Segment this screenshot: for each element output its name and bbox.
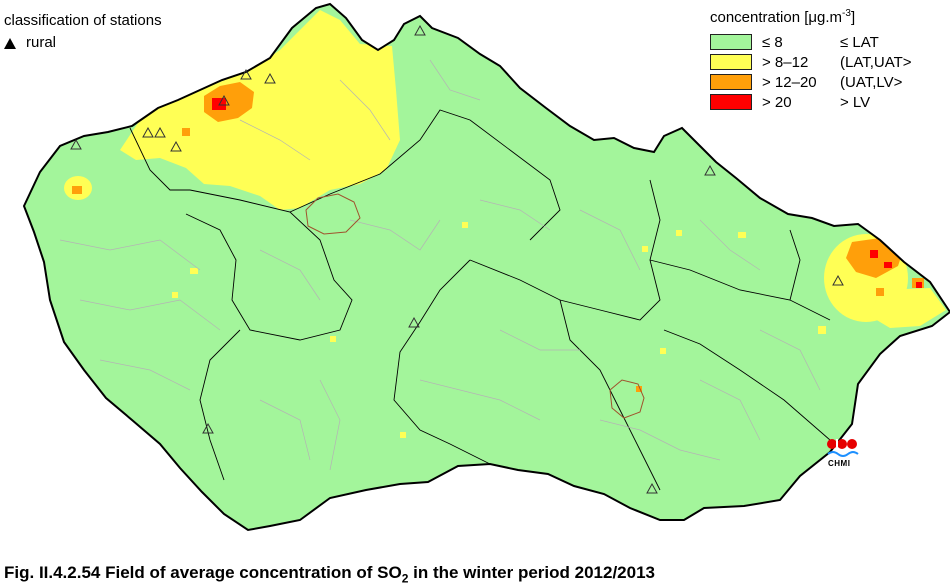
station-triangle-icon xyxy=(170,140,182,152)
concentration-legend-title: concentration [μg.m-3] xyxy=(710,8,856,26)
stations-legend-title: classification of stations xyxy=(4,12,162,29)
district-borders xyxy=(59,59,821,471)
spot-yellow-3 xyxy=(172,292,178,298)
zone-uat-lv-north xyxy=(204,82,254,122)
spot-orange-1 xyxy=(182,128,190,136)
legend-class-range: > LV xyxy=(840,93,871,111)
spot-yellow-8 xyxy=(660,348,666,354)
station-triangle-icon xyxy=(154,126,166,138)
station-triangle-icon xyxy=(414,24,426,36)
national-border xyxy=(22,2,950,532)
legend-class-range: ≤ LAT xyxy=(840,33,879,51)
spot-yellow-5 xyxy=(642,246,648,252)
chmi-logo-text: CHMI xyxy=(828,459,851,468)
station-markers xyxy=(70,24,844,494)
legend-swatch xyxy=(710,74,752,90)
spot-orange-5 xyxy=(636,386,642,392)
legend-swatch xyxy=(710,34,752,50)
region-borders xyxy=(129,109,831,491)
legend-row-lat-uat: > 8–12 (LAT,UAT> xyxy=(710,52,912,72)
legend-swatch xyxy=(710,54,752,70)
legend-row-uat-lv: > 12–20 (UAT,LV> xyxy=(710,72,912,92)
legend-swatch xyxy=(710,94,752,110)
legend-class-label: > 20 xyxy=(762,93,792,111)
station-triangle-icon xyxy=(408,316,420,328)
spot-yellow-1 xyxy=(462,222,468,228)
station-triangle-icon xyxy=(646,482,658,494)
station-triangle-icon xyxy=(240,68,252,80)
figure-caption: Fig. II.4.2.54 Field of average concentr… xyxy=(4,563,655,586)
spot-orange-2 xyxy=(72,186,82,194)
station-triangle-icon xyxy=(704,164,716,176)
triangle-icon xyxy=(4,37,16,49)
legend-class-label: > 8–12 xyxy=(762,53,809,71)
station-triangle-icon xyxy=(264,72,276,84)
zone-lat-uat-beskydy xyxy=(870,288,946,328)
station-triangle-icon xyxy=(832,274,844,286)
stations-legend: classification of stations rural xyxy=(4,10,162,54)
brno-outline xyxy=(609,379,645,419)
legend-class-label: > 12–20 xyxy=(762,73,817,91)
legend-row-lv: > 20 > LV xyxy=(710,92,912,112)
chmi-logo-icon xyxy=(827,439,859,457)
zone-lv-ostrava-1 xyxy=(870,250,878,258)
spot-yellow-4 xyxy=(738,232,746,238)
spot-yellow-2 xyxy=(190,268,198,274)
station-triangle-icon xyxy=(142,126,154,138)
concentration-legend: concentration [μg.m-3] ≤ 8 ≤ LAT > 8–12 … xyxy=(710,8,912,112)
spot-yellow-10 xyxy=(400,432,406,438)
legend-class-label: ≤ 8 xyxy=(762,33,783,51)
legend-class-range: (LAT,UAT> xyxy=(840,53,912,71)
stations-legend-item: rural xyxy=(4,32,162,54)
station-triangle-icon xyxy=(202,422,214,434)
zone-lv-ostrava-2 xyxy=(884,262,892,268)
stations-legend-label: rural xyxy=(26,34,57,51)
legend-row-lat: ≤ 8 ≤ LAT xyxy=(710,32,912,52)
zone-lat-uat-northwest xyxy=(120,10,400,210)
spot-yellow-6 xyxy=(676,230,682,236)
spot-yellow-7 xyxy=(818,326,826,334)
zone-lv-ostrava-3 xyxy=(916,282,922,288)
legend-class-range: (UAT,LV> xyxy=(840,73,903,91)
prague-outline xyxy=(305,193,361,235)
spot-yellow-9 xyxy=(330,336,336,342)
station-triangle-icon xyxy=(218,94,230,106)
spot-orange-4 xyxy=(876,288,884,296)
station-triangle-icon xyxy=(70,138,82,150)
